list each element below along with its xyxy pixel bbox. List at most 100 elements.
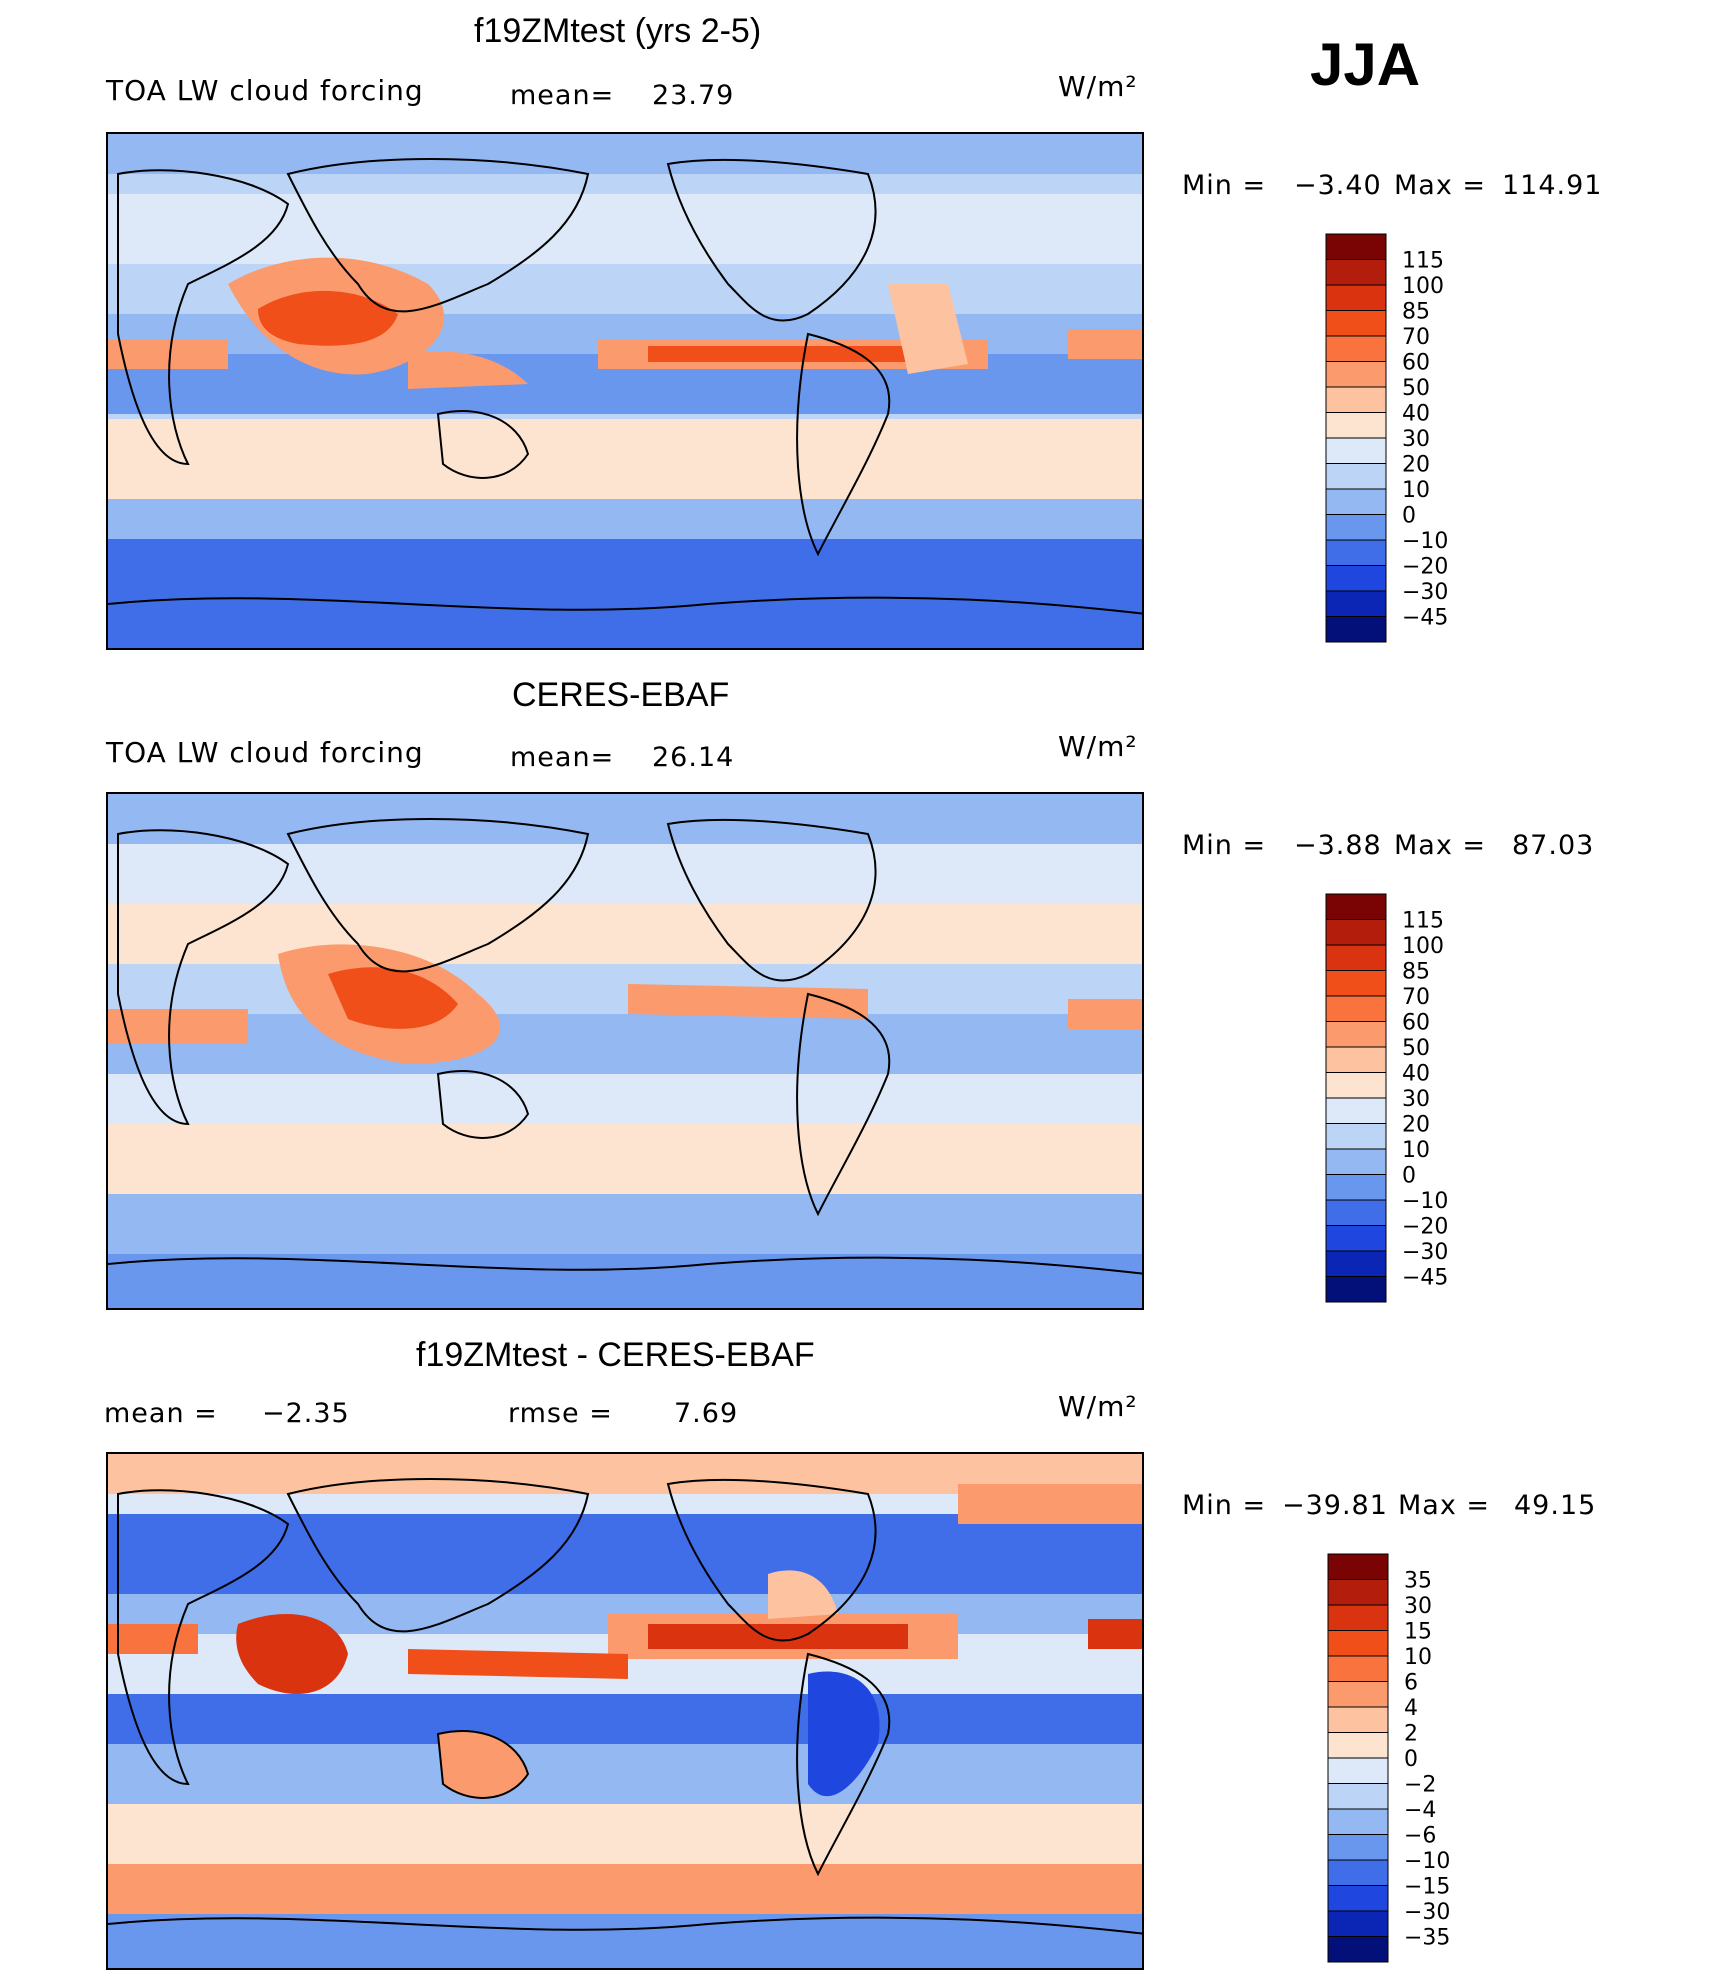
- panel-1-mean-value: 23.79: [652, 80, 735, 111]
- colorbar-swatch: [1325, 1148, 1387, 1175]
- colorbar-swatch: [1325, 488, 1387, 515]
- colorbar-swatch: [1327, 1783, 1389, 1810]
- panel-1-mean-label: mean=: [510, 80, 615, 111]
- colorbar-swatch: [1325, 437, 1387, 464]
- panel-3-mean-value: −2.35: [262, 1398, 350, 1429]
- colorbar-swatch: [1325, 514, 1387, 541]
- colorbar-tick-label: 70: [1402, 325, 1430, 350]
- panel-3-colorbar: 35 30 15 10 6 4 2 0 −2 −4 −6 −10 −15 −30 −35: [1327, 1553, 1488, 1964]
- colorbar-swatch: [1325, 970, 1387, 997]
- colorbar-tick-label: −30: [1402, 1240, 1448, 1265]
- colorbar-tick-label: 60: [1402, 351, 1430, 376]
- panel-1-map: [106, 132, 1144, 650]
- colorbar-swatch: [1327, 1579, 1389, 1606]
- colorbar-tick-label: 100: [1402, 934, 1444, 959]
- colorbar-tick-label: −15: [1404, 1875, 1450, 1900]
- panel-1-max-label: Max =: [1394, 170, 1487, 201]
- colorbar-tick-label: −35: [1404, 1926, 1450, 1951]
- colorbar-tick-label: 4: [1404, 1696, 1418, 1721]
- colorbar-tick-label: 85: [1402, 300, 1430, 325]
- colorbar-tick-label: 0: [1402, 504, 1416, 529]
- colorbar-swatch: [1325, 995, 1387, 1022]
- colorbar-swatch: [1325, 1097, 1387, 1124]
- panel-1-units: W/m²: [1058, 70, 1138, 103]
- colorbar-swatch: [1327, 1655, 1389, 1682]
- panel-3-rmse-label: rmse =: [508, 1398, 613, 1429]
- panel-2-units: W/m²: [1058, 730, 1138, 763]
- colorbar-swatch: [1325, 335, 1387, 362]
- colorbar-tick-label: 70: [1402, 985, 1430, 1010]
- panel-1-colorbar: 115 100 85 70 60 50 40 30 20 10 0 −10 −20 −30 −45: [1325, 233, 1486, 644]
- colorbar-tick-label: 20: [1402, 453, 1430, 478]
- colorbar-tick-label: 30: [1402, 1087, 1430, 1112]
- colorbar-swatch: [1325, 361, 1387, 388]
- colorbar-tick-label: −10: [1402, 529, 1448, 554]
- colorbar-swatch: [1325, 1046, 1387, 1073]
- colorbar-tick-label: −30: [1404, 1900, 1450, 1925]
- colorbar-swatch: [1327, 1910, 1389, 1937]
- panel-1-max-value: 114.91: [1502, 170, 1603, 201]
- colorbar-tick-label: 15: [1404, 1620, 1432, 1645]
- colorbar-swatch: [1327, 1630, 1389, 1657]
- colorbar-swatch: [1325, 1072, 1387, 1099]
- colorbar-tick-label: 0: [1404, 1747, 1418, 1772]
- colorbar-swatch: [1327, 1732, 1389, 1759]
- colorbar-swatch: [1325, 463, 1387, 490]
- colorbar-swatch: [1327, 1553, 1389, 1580]
- colorbar-tick-label: 50: [1402, 1036, 1430, 1061]
- panel-3-max-label: Max =: [1398, 1490, 1491, 1521]
- colorbar-tick-label: −20: [1402, 1215, 1448, 1240]
- panel-3-rmse-value: 7.69: [674, 1398, 739, 1429]
- colorbar-tick-label: 35: [1404, 1569, 1432, 1594]
- colorbar-swatch: [1325, 310, 1387, 337]
- panel-3-map: [106, 1452, 1144, 1970]
- colorbar-swatch: [1327, 1885, 1389, 1912]
- colorbar-swatch: [1325, 919, 1387, 946]
- season-label: JJA: [1310, 31, 1421, 98]
- panel-3-units: W/m²: [1058, 1390, 1138, 1423]
- colorbar-tick-label: 50: [1402, 376, 1430, 401]
- panel-2-variable-label: TOA LW cloud forcing: [106, 736, 424, 769]
- panel-2-min-value: −3.88: [1294, 830, 1382, 861]
- colorbar-tick-label: −6: [1404, 1824, 1436, 1849]
- panel-3-min-label: Min =: [1182, 1490, 1267, 1521]
- panel-3-min-value: −39.81: [1282, 1490, 1388, 1521]
- panel-1-min-label: Min =: [1182, 170, 1267, 201]
- panel-1-variable-label: TOA LW cloud forcing: [106, 74, 424, 107]
- panel-2-map: [106, 792, 1144, 1310]
- colorbar-swatch: [1325, 259, 1387, 286]
- colorbar-swatch: [1325, 565, 1387, 592]
- colorbar-swatch: [1327, 1936, 1389, 1963]
- panel-2-max-value: 87.03: [1512, 830, 1595, 861]
- colorbar-swatch: [1325, 386, 1387, 413]
- colorbar-swatch: [1325, 233, 1387, 260]
- panel-2-max-label: Max =: [1394, 830, 1487, 861]
- colorbar-tick-label: 40: [1402, 402, 1430, 427]
- colorbar-swatch: [1325, 1250, 1387, 1277]
- colorbar-tick-label: −10: [1404, 1849, 1450, 1874]
- panel-2-mean-label: mean=: [510, 742, 615, 773]
- colorbar-tick-label: 60: [1402, 1011, 1430, 1036]
- colorbar-tick-label: −20: [1402, 555, 1448, 580]
- colorbar-swatch: [1325, 284, 1387, 311]
- colorbar-swatch: [1325, 539, 1387, 566]
- colorbar-tick-label: 100: [1402, 274, 1444, 299]
- colorbar-swatch: [1327, 1859, 1389, 1886]
- colorbar-swatch: [1325, 616, 1387, 643]
- panel-2-colorbar: 115 100 85 70 60 50 40 30 20 10 0 −10 −20 −30 −45: [1325, 893, 1486, 1304]
- colorbar-tick-label: 115: [1402, 249, 1444, 274]
- colorbar-swatch: [1327, 1834, 1389, 1861]
- panel-2-mean-value: 26.14: [652, 742, 735, 773]
- colorbar-tick-label: −45: [1402, 606, 1448, 631]
- colorbar-swatch: [1325, 944, 1387, 971]
- panel-3-mean-label: mean =: [104, 1398, 218, 1429]
- colorbar-swatch: [1327, 1706, 1389, 1733]
- colorbar-tick-label: 40: [1402, 1062, 1430, 1087]
- colorbar-tick-label: −2: [1404, 1773, 1436, 1798]
- colorbar-tick-label: 6: [1404, 1671, 1418, 1696]
- colorbar-swatch: [1325, 893, 1387, 920]
- colorbar-tick-label: −45: [1402, 1266, 1448, 1291]
- colorbar-swatch: [1327, 1808, 1389, 1835]
